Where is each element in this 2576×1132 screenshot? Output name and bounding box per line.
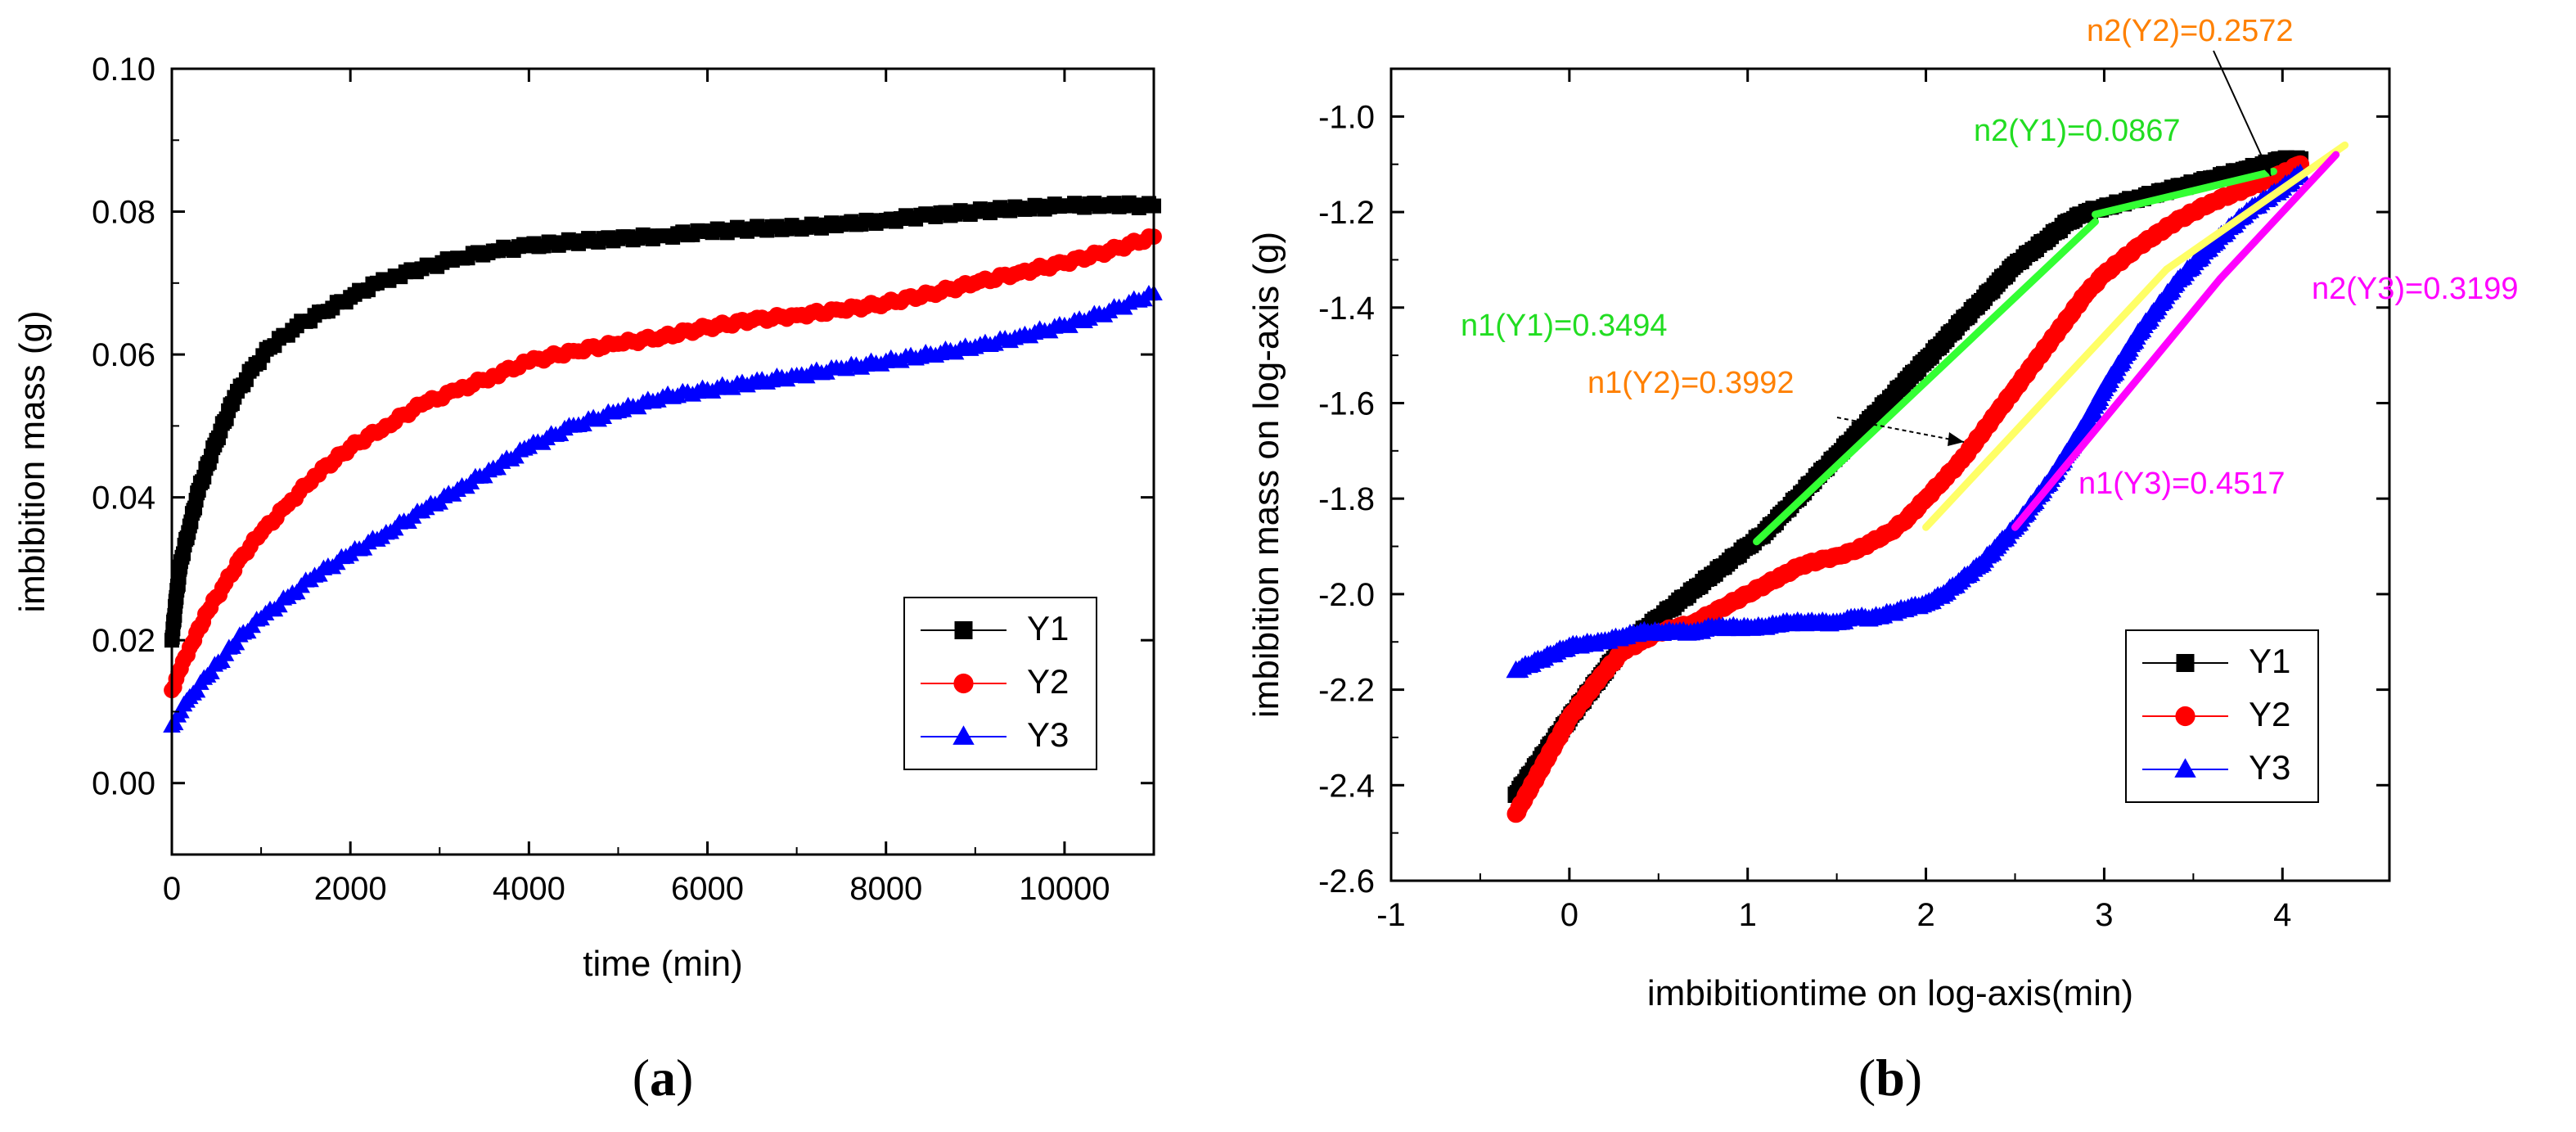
- panel-a-legend-label-y2: Y2: [1027, 662, 1069, 701]
- series-line-y3: [1515, 173, 2302, 672]
- panel-a-y-tick-label: 0.08: [92, 195, 155, 231]
- annotation-n2-y1: n2(Y1)=0.0867: [1974, 114, 2180, 148]
- panel-b-label: (b): [1858, 1049, 1922, 1107]
- panel-a-legend-entry-y2: [921, 673, 1007, 694]
- panel-a-data-layer: [163, 195, 1163, 733]
- legend-marker-sample: [953, 673, 974, 694]
- legend-marker-sample: [2175, 706, 2195, 727]
- fit-line-n2-y3-: [2216, 151, 2340, 283]
- panel-b-y-tick-label: -1.4: [1318, 291, 1375, 327]
- panel-a-x-tick-label: 10000: [1019, 871, 1110, 907]
- fit-line-n2-y1-: [2092, 167, 2277, 219]
- fit-line-n1-y1-: [1753, 218, 2100, 546]
- panel-a-x-tick-label: 6000: [671, 871, 744, 907]
- panel-b-x-tick-label: -1: [1376, 897, 1406, 933]
- annotation-n1-y2: n1(Y2)=0.3992: [1587, 366, 1794, 400]
- panel-a-legend-entry-y1: [921, 621, 1007, 639]
- panel-b-label-open: (: [1858, 1049, 1876, 1107]
- panel-b-y-tick-label: -2.4: [1318, 768, 1375, 804]
- data-point-y3: [227, 634, 245, 651]
- panel-b-x-tick-label: 1: [1739, 897, 1757, 933]
- panel-b-legend-label-y3: Y3: [2249, 748, 2290, 787]
- panel-b-y-tick-label: -2.6: [1318, 864, 1375, 900]
- panel-a-legend-entry-y3: [921, 725, 1007, 745]
- panel-b-data-layer: [1506, 141, 2349, 823]
- legend-marker-sample: [2174, 758, 2196, 778]
- panel-a-y-tick-label: 0.04: [92, 480, 155, 516]
- panel-b-legend-entry-y2: [2142, 706, 2228, 727]
- panel-b-legend-entry-y1: [2142, 654, 2228, 672]
- panel-b-x-tick-label: 3: [2095, 897, 2113, 933]
- panel-a-y-tick-label: 0.02: [92, 623, 155, 659]
- panel-b-legend-entry-y3: [2142, 758, 2228, 778]
- panel-a-legend: Y1 Y2 Y3: [903, 597, 1097, 770]
- panel-b-legend-label-y1: Y1: [2249, 642, 2290, 680]
- fit-line-n1-y3-: [2011, 275, 2224, 531]
- annotation-n2-y3: n2(Y3)=0.3199: [2312, 272, 2518, 306]
- panel-a-x-tick-label: 4000: [493, 871, 565, 907]
- panel-b-y-tick-label: -1.0: [1318, 99, 1375, 135]
- panel-b-x-tick-label: 2: [1916, 897, 1934, 933]
- legend-marker-sample: [2176, 654, 2195, 672]
- panel-b-plot-frame: [1389, 67, 2391, 882]
- panel-a-x-axis-title: time (min): [583, 944, 743, 984]
- panel-a-label-close: ): [676, 1049, 693, 1107]
- panel-a-y-axis-title: imbibition mass (g): [12, 310, 52, 612]
- panel-a-x-tick-label: 0: [163, 871, 181, 907]
- panel-a-x-tick-label: 2000: [314, 871, 387, 907]
- panel-b-ticks: [1389, 69, 2389, 882]
- panel-b-y-tick-label: -1.2: [1318, 195, 1375, 231]
- panel-a-plot-frame: [170, 67, 1155, 856]
- panel-b-y-tick-label: -2.0: [1318, 577, 1375, 613]
- panel-a-y-tick-label: 0.00: [92, 766, 155, 802]
- annotation-arrowhead-n2-y2: [2257, 157, 2271, 176]
- annotation-n2-y2: n2(Y2)=0.2572: [2087, 14, 2293, 48]
- panel-a: 0 2000 4000 6000 8000 10000 0.00 0.02 0.…: [12, 52, 1163, 1107]
- panel-b-legend-label-y2: Y2: [2249, 695, 2290, 733]
- panel-a-legend-label-y3: Y3: [1027, 715, 1069, 754]
- legend-marker-sample: [952, 725, 975, 745]
- panel-a-y-tick-label: 0.10: [92, 52, 155, 88]
- panel-b-x-tick-label: 0: [1560, 897, 1578, 933]
- annotation-arrow-n2-y2: [2213, 50, 2272, 177]
- panel-b: -1 0 1 2 3 4 -2.6 -2.4 -2.2 -2.0 -1.8 -1…: [1246, 14, 2518, 1107]
- panel-b-annotations: n2(Y2)=0.2572 n2(Y1)=0.0867 n1(Y1)=0.349…: [1461, 14, 2518, 501]
- annotation-n1-y1: n1(Y1)=0.3494: [1461, 309, 1667, 343]
- panel-b-label-letter: b: [1876, 1049, 1905, 1107]
- panel-a-legend-label-y1: Y1: [1027, 609, 1069, 647]
- panel-a-x-tick-label: 8000: [849, 871, 922, 907]
- panel-a-ticks: [170, 67, 1154, 855]
- fit-line-n2-y2-: [2163, 141, 2349, 273]
- legend-marker-sample: [954, 621, 973, 639]
- panel-b-y-tick-label: -1.8: [1318, 481, 1375, 517]
- panel-b-x-axis-title: imbibitiontime on log-axis(min): [1647, 973, 2133, 1013]
- fit-line-n1-y2-: [1922, 265, 2171, 531]
- panel-b-y-tick-label: -2.2: [1318, 673, 1375, 709]
- panel-b-legend: Y1 Y2 Y3: [2125, 629, 2319, 803]
- panel-a-label-letter: a: [650, 1049, 676, 1107]
- panel-a-y-tick-label: 0.06: [92, 337, 155, 373]
- panel-b-y-axis-title: imbibition mass on log-axis (g): [1246, 232, 1286, 718]
- panel-a-label-open: (: [633, 1049, 650, 1107]
- annotation-n1-y3: n1(Y3)=0.4517: [2078, 467, 2285, 501]
- annotation-arrowhead-n1-y2: [1948, 432, 1964, 446]
- panel-b-x-tick-label: 4: [2273, 897, 2291, 933]
- panel-b-label-close: ): [1905, 1049, 1922, 1107]
- panel-a-label: (a): [633, 1049, 694, 1107]
- panel-b-y-tick-label: -1.6: [1318, 386, 1375, 422]
